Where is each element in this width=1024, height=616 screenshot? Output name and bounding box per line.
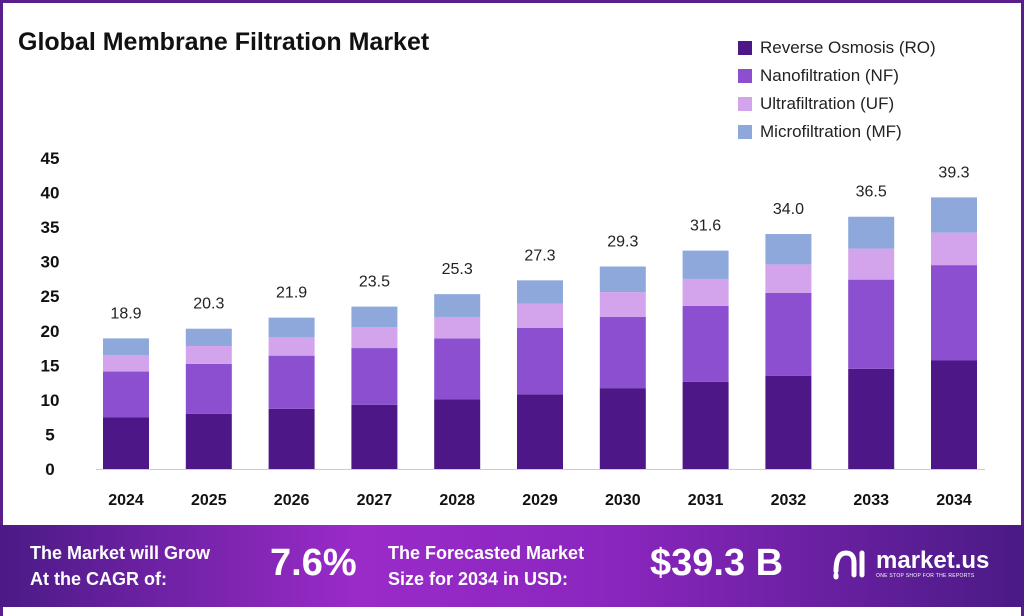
bar-segment [517, 328, 563, 395]
total-label: 36.5 [856, 184, 887, 201]
x-tick-label: 2027 [357, 492, 393, 509]
bar-segment [434, 316, 481, 339]
bar-segment [517, 394, 563, 469]
x-tick-label: 2024 [108, 492, 144, 509]
total-label: 23.5 [359, 274, 390, 291]
x-tick-label: 2028 [439, 492, 475, 509]
y-tick-label: 30 [41, 253, 60, 272]
y-tick-label: 20 [41, 322, 60, 341]
bar-segment [517, 280, 563, 304]
y-tick-label: 5 [45, 425, 54, 444]
forecast-label: The Forecasted Market Size for 2034 in US… [388, 543, 585, 589]
bar-segment [434, 294, 481, 317]
y-tick-label: 35 [41, 218, 60, 237]
total-label: 20.3 [193, 296, 224, 313]
y-tick-label: 40 [41, 184, 60, 203]
legend-item: Microfiltration (MF) [738, 118, 936, 146]
chart-title: Global Membrane Filtration Market [18, 28, 430, 56]
bar-segment [599, 388, 646, 469]
stacked-bar-chart: 05101520253035404518.9202420.3202521.920… [41, 149, 985, 509]
bar-segment [765, 292, 812, 376]
total-label: 39.3 [938, 164, 969, 181]
bar-segment [268, 355, 315, 409]
bar-segment [682, 381, 729, 469]
total-label: 25.3 [442, 261, 473, 278]
total-label: 34.0 [773, 201, 804, 218]
bar-segment [682, 278, 729, 306]
y-tick-label: 25 [41, 287, 60, 306]
y-tick-label: 15 [41, 356, 60, 375]
bar-segment [185, 413, 232, 469]
bar-segment [682, 305, 729, 382]
bar-segment [103, 354, 149, 372]
bar-segment [351, 327, 398, 349]
bar-segment [268, 408, 315, 469]
legend-swatch [738, 41, 752, 55]
total-label: 31.6 [690, 218, 721, 235]
bar-segment [185, 328, 232, 346]
bar-segment [103, 371, 149, 418]
legend-swatch [738, 97, 752, 111]
bar-segment [931, 197, 977, 233]
bar-segment [434, 399, 481, 469]
legend: Reverse Osmosis (RO) Nanofiltration (NF)… [738, 34, 936, 146]
bar-segment [185, 345, 232, 364]
x-tick-label: 2026 [274, 492, 310, 509]
y-tick-label: 10 [41, 391, 60, 410]
bar-segment [599, 266, 646, 293]
bar-segment [848, 279, 895, 369]
total-label: 21.9 [276, 285, 307, 302]
cagr-value: 7.6% [270, 542, 357, 584]
bar-segment [599, 292, 646, 317]
legend-swatch [738, 69, 752, 83]
legend-item: Ultrafiltration (UF) [738, 90, 936, 118]
x-tick-label: 2033 [853, 492, 889, 509]
total-label: 18.9 [110, 305, 141, 322]
bar-segment [765, 264, 812, 293]
cagr-label: The Market will Grow At the CAGR of: [30, 543, 211, 589]
bar-segment [517, 303, 563, 329]
bar-segment [765, 234, 812, 265]
y-tick-label: 0 [45, 460, 54, 479]
bar-segment [931, 232, 977, 266]
bar-segment [931, 360, 977, 469]
bar-segment [268, 317, 315, 337]
bar-segment [268, 336, 315, 356]
x-tick-label: 2030 [605, 492, 641, 509]
bar-segment [434, 338, 481, 400]
footer-banner: The Market will Grow At the CAGR of: 7.6%… [0, 525, 1024, 607]
bar-segment [351, 404, 398, 469]
total-label: 27.3 [524, 247, 555, 264]
bar-segment [351, 306, 398, 328]
market-us-logo: market.us ONE STOP SHOP FOR THE REPORTS [832, 547, 989, 581]
bar-segment [103, 417, 149, 469]
bar-segment [103, 338, 149, 355]
logo-icon [833, 550, 865, 580]
bar-segment [848, 368, 895, 469]
legend-item: Reverse Osmosis (RO) [738, 34, 936, 62]
bar-segment [682, 250, 729, 279]
bar-segment [185, 363, 232, 414]
x-tick-label: 2025 [191, 492, 227, 509]
bar-segment [931, 265, 977, 361]
x-tick-label: 2029 [522, 492, 558, 509]
x-tick-label: 2034 [936, 492, 972, 509]
bar-segment [351, 348, 398, 405]
legend-item: Nanofiltration (NF) [738, 62, 936, 90]
bar-segment [599, 316, 646, 389]
bar-segment [848, 216, 895, 249]
x-tick-label: 2031 [688, 492, 724, 509]
total-label: 29.3 [607, 234, 638, 251]
bar-segment [765, 375, 812, 469]
y-tick-label: 45 [41, 149, 60, 168]
forecast-value: $39.3 B [650, 542, 784, 584]
legend-swatch [738, 125, 752, 139]
bar-segment [848, 248, 895, 280]
x-tick-label: 2032 [771, 492, 807, 509]
